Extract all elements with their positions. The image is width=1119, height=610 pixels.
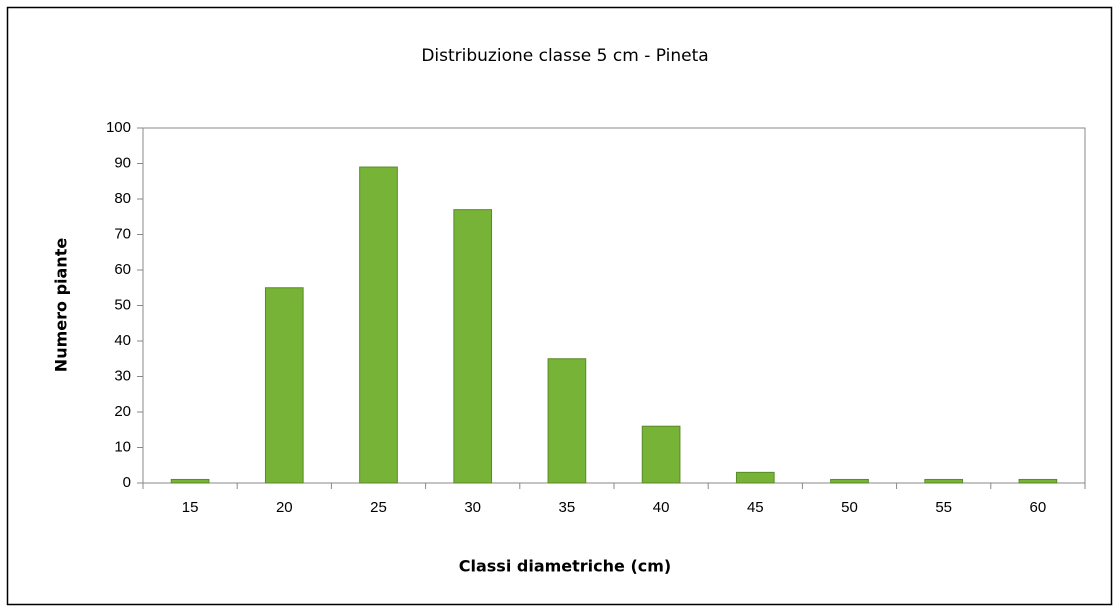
x-tick-label: 60 [1030,499,1047,516]
bar [170,478,210,484]
chart-border [6,6,1113,606]
y-tick-label: 0 [123,474,131,491]
bar [264,287,304,484]
bar [1018,478,1058,484]
x-tick-label: 40 [653,499,670,516]
bar [453,209,493,484]
y-tick-label: 30 [114,367,131,384]
x-tick-label: 15 [182,499,199,516]
bar [735,471,775,484]
bar [924,478,964,484]
y-tick-label: 50 [114,296,131,313]
x-tick-label: 20 [276,499,293,516]
x-tick-label: 35 [559,499,576,516]
x-tick-label: 25 [370,499,387,516]
y-axis-label: Numero piante [52,238,71,373]
y-tick-label: 20 [114,403,131,420]
x-tick-label: 30 [464,499,481,516]
x-axis-label: Classi diametriche (cm) [459,557,671,576]
y-tick-label: 80 [114,190,131,207]
bar [641,425,681,484]
x-tick-label: 50 [841,499,858,516]
y-tick-label: 60 [114,261,131,278]
y-tick-label: 90 [114,154,131,171]
bar [359,166,398,484]
x-tick-label: 45 [747,499,764,516]
y-tick-label: 10 [114,438,131,455]
bar [547,358,587,484]
y-tick-label: 70 [114,225,131,242]
y-tick-label: 40 [114,332,131,349]
bar [830,478,869,484]
chart-title: Distribuzione classe 5 cm - Pineta [421,46,708,66]
x-tick-label: 55 [935,499,952,516]
y-tick-label: 100 [106,119,131,136]
